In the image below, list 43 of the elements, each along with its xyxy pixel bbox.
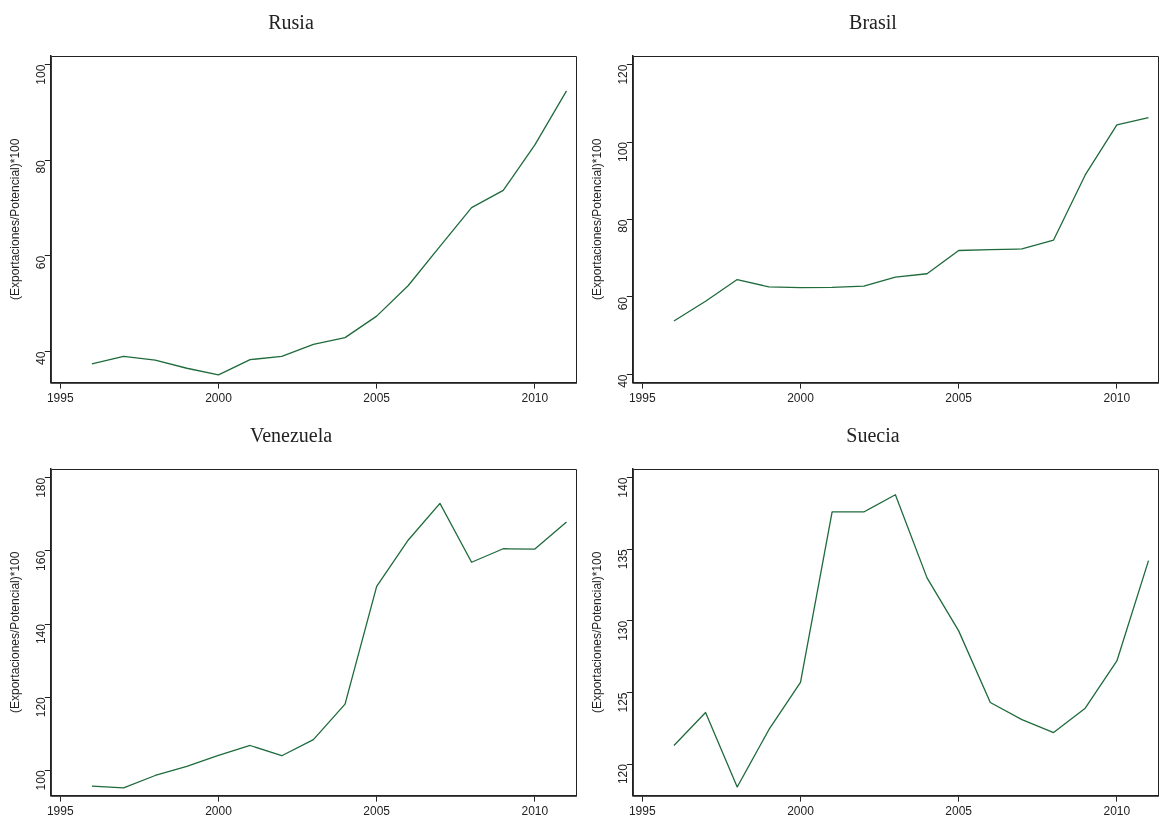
y-tick-label: 135 (616, 548, 631, 570)
x-tick-label: 2010 (1103, 391, 1131, 406)
x-tick-label: 2010 (521, 804, 549, 819)
y-tick-label: 140 (616, 477, 631, 498)
chart-title: Brasil (849, 11, 898, 34)
x-tick-label: 1995 (628, 391, 656, 406)
y-tick-label: 180 (34, 477, 49, 498)
y-tick-label: 60 (616, 296, 631, 311)
chart-title: Suecia (846, 424, 900, 447)
y-axis-title: (Exportaciones/Potencial)*100 (589, 138, 604, 301)
y-tick-label: 120 (34, 696, 49, 718)
y-tick-label: 40 (34, 351, 49, 365)
y-tick-label: 120 (616, 763, 631, 785)
chart-title: Rusia (268, 11, 314, 34)
y-tick-label: 100 (34, 770, 49, 791)
x-tick-label: 2010 (1103, 804, 1131, 819)
y-tick-label: 60 (34, 255, 49, 270)
x-tick-label: 2000 (787, 804, 815, 819)
x-tick-label: 2005 (363, 804, 391, 819)
y-tick-label: 100 (616, 141, 631, 163)
x-tick-label: 1995 (46, 804, 74, 819)
x-tick-label: 2000 (205, 804, 233, 819)
y-tick-label: 120 (616, 64, 631, 85)
x-tick-label: 1995 (628, 804, 656, 819)
x-tick-label: 2000 (787, 391, 815, 406)
y-tick-label: 80 (616, 219, 631, 233)
y-axis-title: (Exportaciones/Potencial)*100 (7, 138, 22, 301)
y-tick-label: 160 (34, 550, 49, 571)
y-tick-label: 100 (34, 64, 49, 85)
y-tick-label: 80 (34, 159, 49, 174)
y-axis-title: (Exportaciones/Potencial)*100 (7, 551, 22, 714)
x-tick-label: 2000 (205, 391, 233, 406)
y-axis-title: (Exportaciones/Potencial)*100 (589, 551, 604, 714)
x-tick-label: 2005 (363, 391, 391, 406)
y-tick-label: 140 (34, 623, 49, 645)
x-tick-label: 2010 (521, 391, 549, 406)
x-tick-label: 1995 (46, 391, 74, 406)
x-tick-label: 2005 (945, 804, 973, 819)
y-tick-label: 130 (616, 620, 631, 641)
y-tick-label: 125 (616, 692, 631, 713)
y-tick-label: 40 (616, 374, 631, 388)
chart-title: Venezuela (249, 424, 333, 447)
x-tick-label: 2005 (945, 391, 973, 406)
